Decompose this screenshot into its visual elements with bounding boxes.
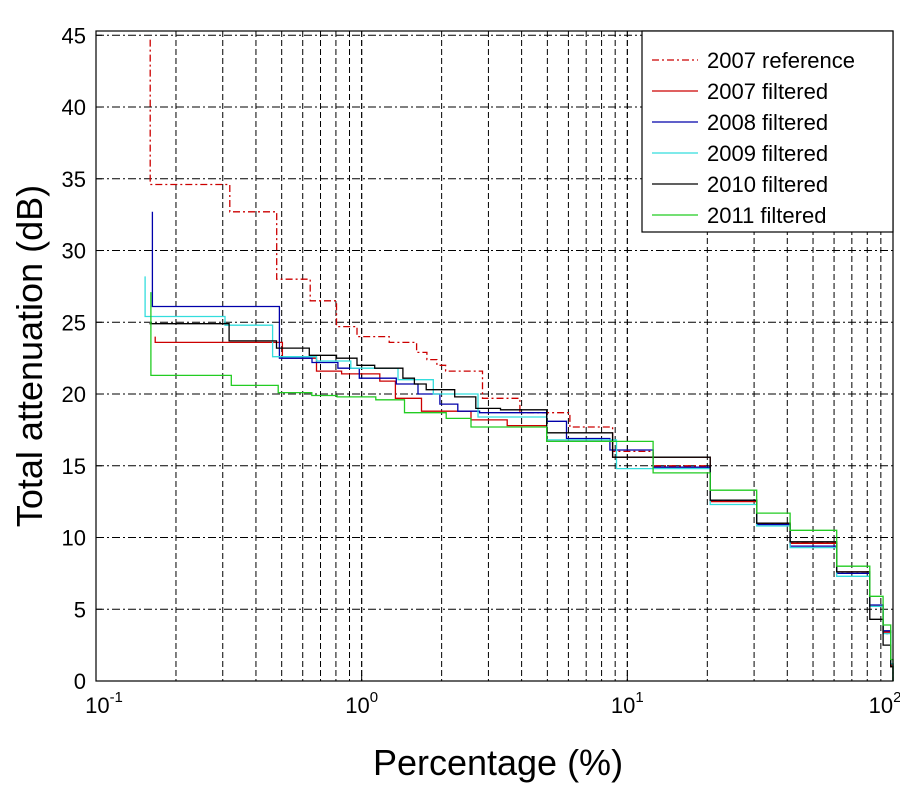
series-line-4 [149, 323, 894, 681]
series-line-1 [154, 336, 894, 681]
series-line-2 [151, 211, 894, 681]
x-tick-label: 102 [869, 689, 900, 718]
series-lines [144, 39, 894, 681]
y-tick-label: 0 [74, 669, 86, 694]
x-tick-label: 101 [611, 689, 644, 718]
y-tick-label: 45 [62, 23, 86, 48]
y-tick-label: 20 [62, 382, 86, 407]
legend-label: 2009 filtered [707, 141, 828, 166]
y-tick-label: 25 [62, 310, 86, 335]
y-tick-label: 35 [62, 167, 86, 192]
y-tick-label: 40 [62, 95, 86, 120]
series-line-3 [144, 276, 894, 681]
y-tick-label: 5 [74, 597, 86, 622]
legend-label: 2007 filtered [707, 79, 828, 104]
x-axis-label: Percentage (%) [373, 742, 623, 783]
legend-label: 2008 filtered [707, 110, 828, 135]
x-tick-label: 100 [345, 689, 378, 718]
legend-label: 2010 filtered [707, 172, 828, 197]
legend-label: 2007 reference [707, 48, 855, 73]
y-tick-label: 10 [62, 526, 86, 551]
legend: 2007 reference 2007 filtered 2008 filtered… [641, 30, 894, 233]
legend-label: 2011 filtered [707, 203, 826, 228]
grid [96, 31, 893, 681]
x-tick-label: 10-1 [85, 689, 123, 718]
y-axis-ticks: 0 5 10 15 20 25 30 35 40 45 [62, 23, 102, 694]
y-tick-label: 30 [62, 239, 86, 264]
y-tick-label: 15 [62, 454, 86, 479]
series-line-5 [150, 292, 894, 681]
plot-frame [95, 30, 894, 682]
x-axis-ticks: 10-1 100 101 102 [85, 675, 900, 718]
legend-box [641, 30, 894, 233]
y-axis-label: Total attenuation (dB) [9, 185, 50, 527]
